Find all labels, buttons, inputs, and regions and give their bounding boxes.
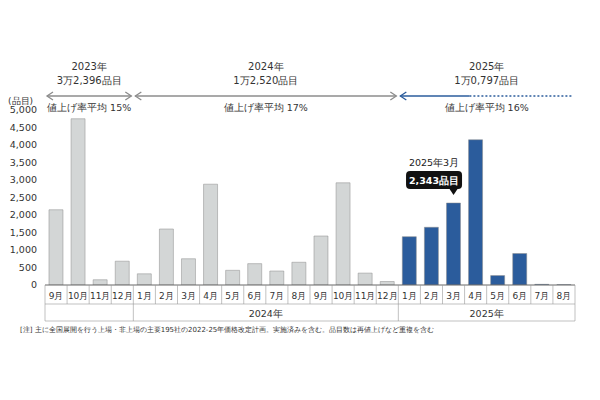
svg-text:1万0,797品目: 1万0,797品目 (454, 75, 519, 86)
svg-text:2025年3月: 2025年3月 (409, 157, 459, 168)
svg-text:2,000: 2,000 (10, 209, 37, 220)
svg-text:2024年: 2024年 (249, 308, 283, 319)
svg-text:1,500: 1,500 (10, 227, 37, 238)
svg-text:10月: 10月 (333, 291, 353, 301)
svg-text:4,000: 4,000 (10, 139, 37, 150)
svg-text:8月: 8月 (292, 291, 307, 301)
svg-text:1万2,520品目: 1万2,520品目 (233, 75, 298, 86)
svg-text:値上げ率平均 16%: 値上げ率平均 16% (445, 102, 529, 113)
svg-text:5月: 5月 (490, 291, 505, 301)
svg-text:2025年: 2025年 (470, 308, 504, 319)
svg-text:7月: 7月 (270, 291, 285, 301)
svg-text:11月: 11月 (355, 291, 375, 301)
svg-text:3月: 3月 (446, 291, 461, 301)
svg-text:4,500: 4,500 (10, 122, 37, 133)
svg-text:2月: 2月 (159, 291, 174, 301)
svg-text:12月: 12月 (377, 291, 397, 301)
svg-text:3,000: 3,000 (10, 174, 37, 185)
svg-text:3万2,396品目: 3万2,396品目 (57, 75, 122, 86)
svg-text:4月: 4月 (468, 291, 483, 301)
svg-text:1,000: 1,000 (10, 244, 37, 255)
svg-text:10月: 10月 (68, 291, 88, 301)
svg-text:500: 500 (19, 262, 37, 273)
svg-text:3,500: 3,500 (10, 157, 37, 168)
svg-text:2,500: 2,500 (10, 192, 37, 203)
svg-text:0: 0 (31, 279, 37, 290)
svg-text:3月: 3月 (181, 291, 196, 301)
svg-text:9月: 9月 (49, 291, 64, 301)
svg-text:6月: 6月 (247, 291, 262, 301)
svg-text:7月: 7月 (535, 291, 550, 301)
svg-text:値上げ率平均 17%: 値上げ率平均 17% (224, 102, 308, 113)
svg-text:値上げ率平均 15%: 値上げ率平均 15% (47, 102, 131, 113)
svg-text:2024年: 2024年 (248, 61, 283, 72)
svg-text:5,000: 5,000 (10, 104, 37, 115)
svg-text:(品目): (品目) (8, 96, 33, 106)
svg-text:2025年: 2025年 (469, 61, 504, 72)
svg-text:6月: 6月 (512, 291, 527, 301)
svg-text:1月: 1月 (137, 291, 152, 301)
svg-text:1月: 1月 (402, 291, 417, 301)
svg-text:5月: 5月 (225, 291, 240, 301)
svg-text:2月: 2月 (424, 291, 439, 301)
html-text:[注] 主に全国展開を行う上場・非上場の主要195社の202: [注] 主に全国展開を行う上場・非上場の主要195社の2022-25年価格改定計… (20, 326, 435, 334)
svg-text:8月: 8月 (557, 291, 572, 301)
svg-text:2023年: 2023年 (71, 61, 106, 72)
svg-text:12月: 12月 (112, 291, 132, 301)
svg-text:9月: 9月 (314, 291, 329, 301)
svg-text:2,343品目: 2,343品目 (409, 175, 459, 186)
svg-text:11月: 11月 (90, 291, 110, 301)
svg-text:4月: 4月 (203, 291, 218, 301)
